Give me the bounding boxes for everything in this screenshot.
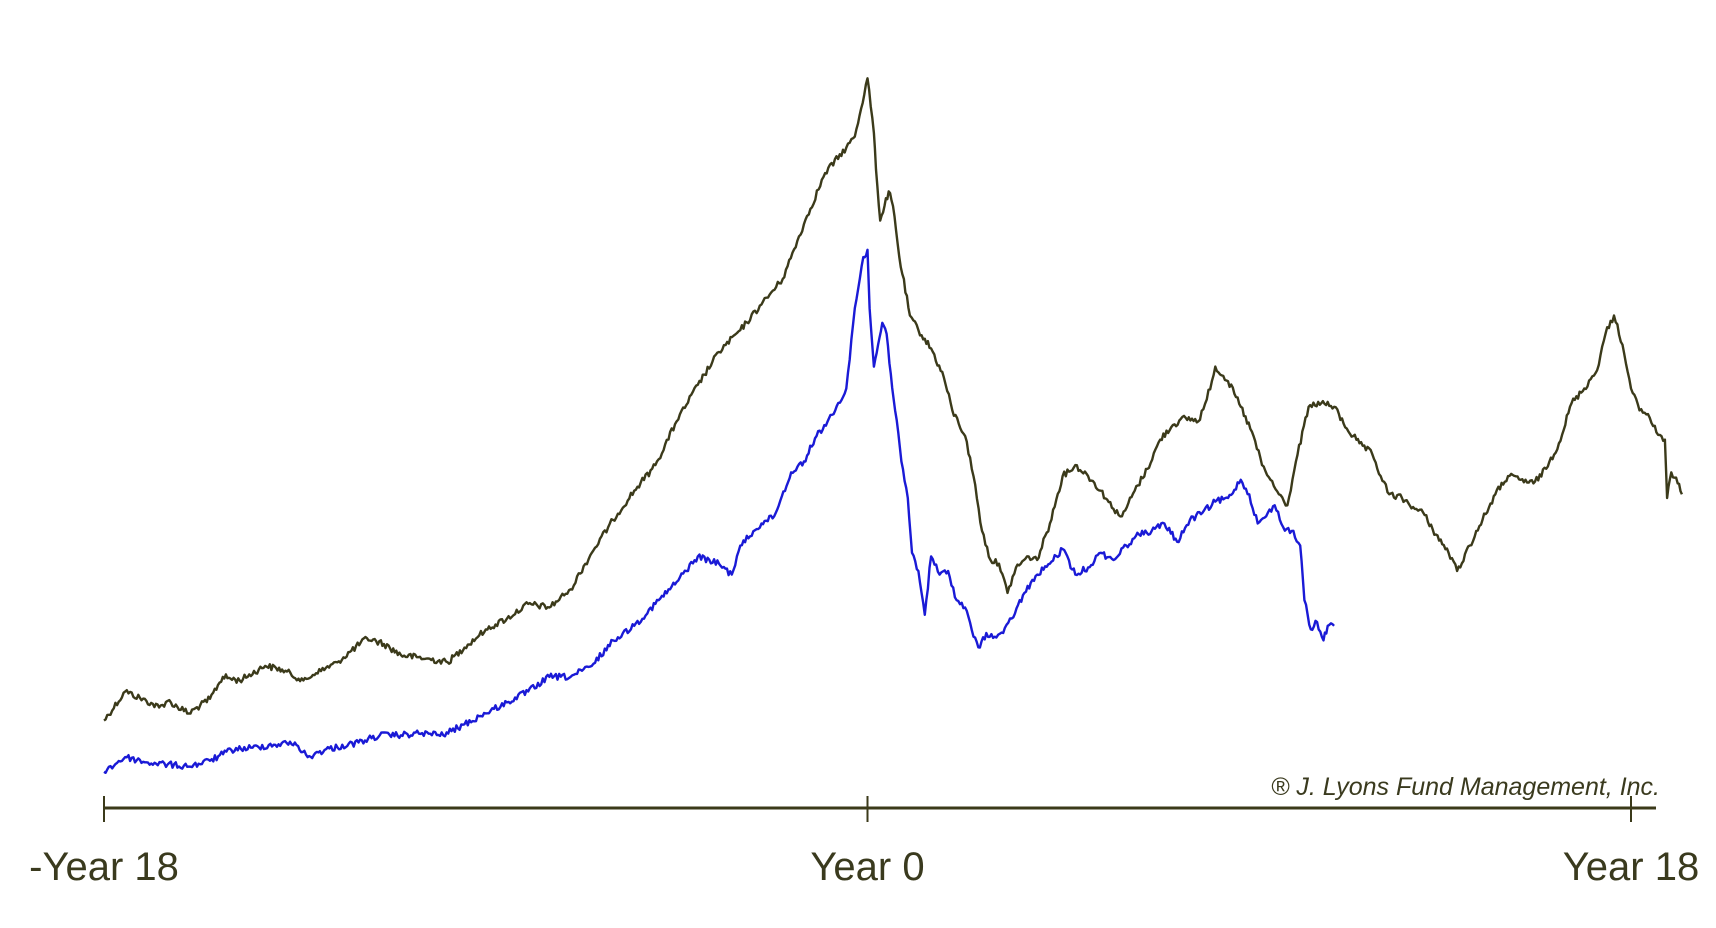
x-ticks: -Year 18 Year 0 Year 18 [29, 796, 1699, 889]
x-tick-label-3: Year 18 [1563, 845, 1699, 889]
copyright-annotation: ® J. Lyons Fund Management, Inc. [1271, 773, 1660, 801]
series-layer [103, 77, 1683, 774]
x-tick-label-2: Year 0 [810, 845, 924, 889]
series-line-2 [103, 248, 1335, 774]
series-line-1 [103, 77, 1683, 722]
x-tick-label-1: -Year 18 [29, 845, 179, 889]
